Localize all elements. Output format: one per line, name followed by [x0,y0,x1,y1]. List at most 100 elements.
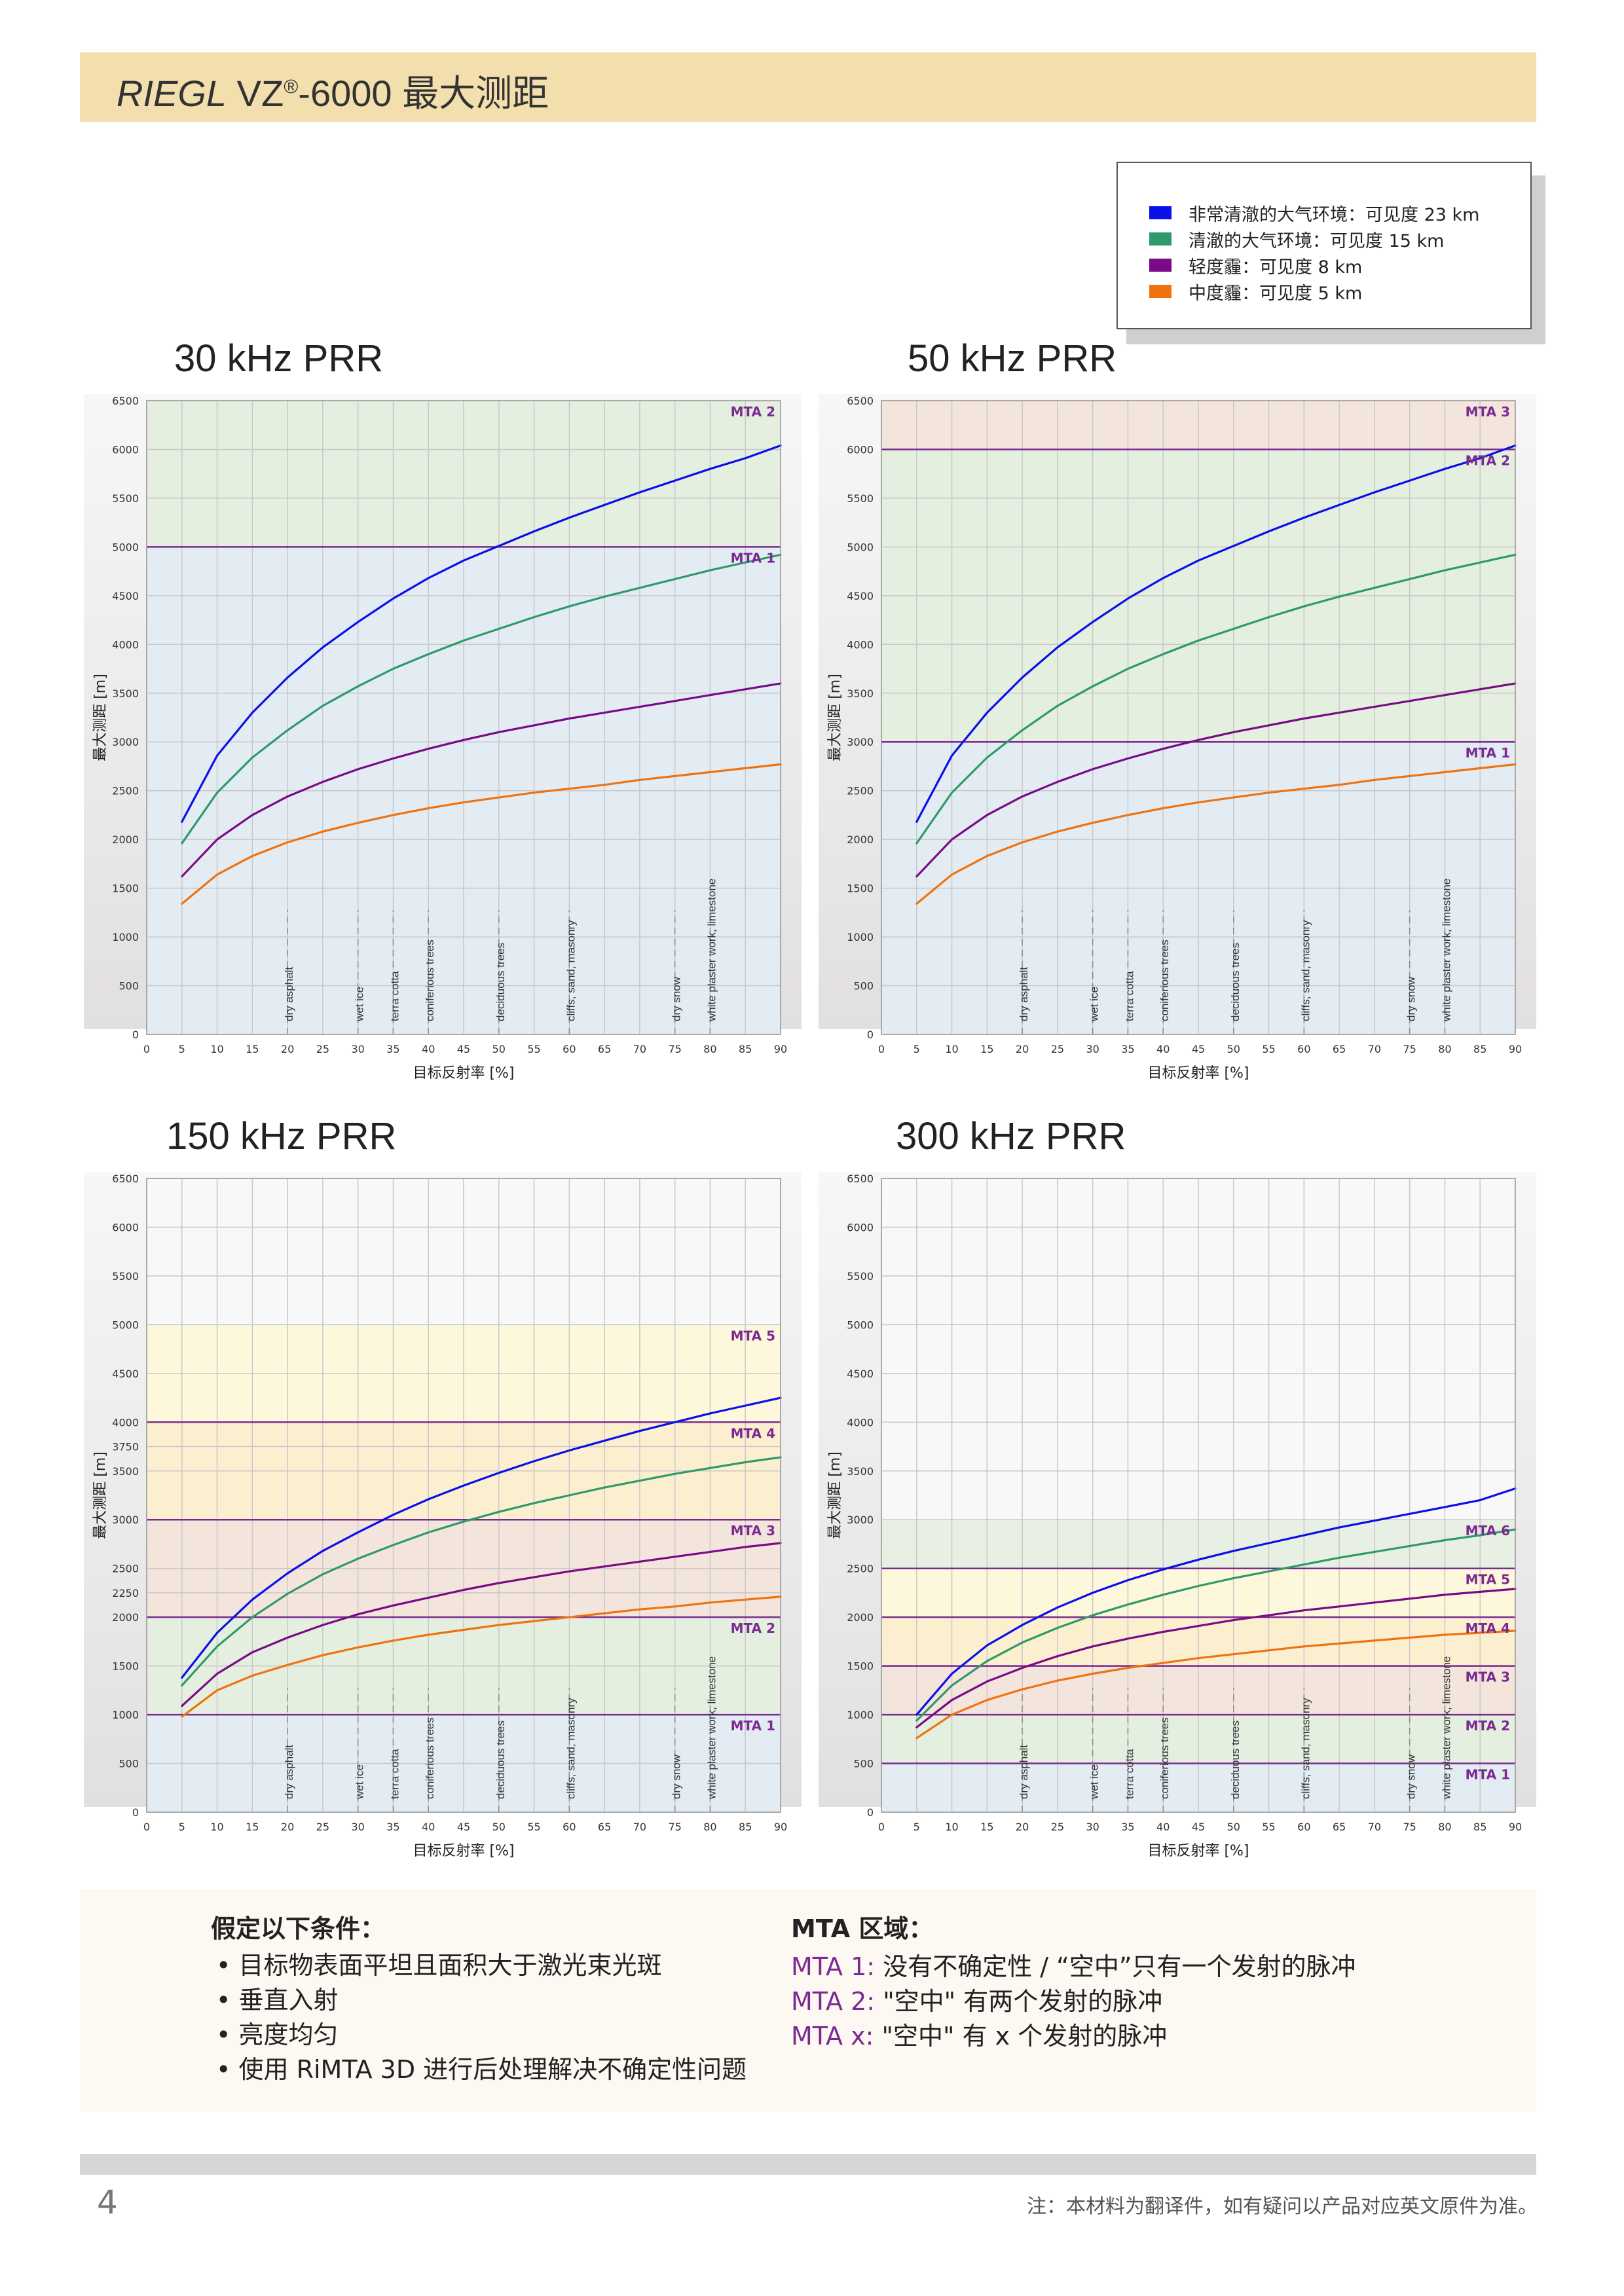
y-tick-label: 2000 [847,1611,874,1624]
legend-label: 中度霾：可见度 5 km [1189,283,1363,304]
mta-zone-label: MTA 2 [731,1620,775,1636]
y-tick-label: 0 [132,1029,139,1041]
y-tick-label: 500 [119,1758,139,1770]
legend-item: 中度霾：可见度 5 km [1149,278,1362,304]
material-label: cliffs, sand, masonry [564,920,577,1021]
mta-zone-label: MTA 1 [1466,1767,1510,1783]
x-tick-label: 90 [774,1821,787,1833]
x-tick-label: 5 [913,1043,920,1055]
x-tick-label: 40 [422,1043,435,1055]
chart-svg: dry asphalt wet ice terra cotta coniferious… [92,1173,787,1859]
legend-item: 非常清澈的大气环境：可见度 23 km [1149,200,1479,226]
legend-label: 非常清澈的大气环境：可见度 23 km [1189,204,1480,225]
material-label: white plaster work, limestone [705,1656,718,1800]
x-tick-label: 10 [945,1043,958,1055]
series-line [181,444,782,823]
series-line [181,1542,782,1707]
plot-frame [881,400,1516,1035]
material-label: deciduous trees [1229,1721,1242,1799]
y-tick-label: 3000 [112,1514,139,1526]
mta-zone-label: MTA 2 [1466,452,1510,468]
legend-swatch [1149,206,1172,219]
page-title: RIEGL VZ®-6000 最大测距 [117,64,549,117]
x-tick-label: 55 [1262,1043,1275,1055]
x-tick-label: 90 [1509,1043,1522,1055]
y-tick-label: 3000 [112,736,139,748]
y-tick-label: 6000 [112,443,139,456]
y-tick-label: 3500 [112,687,139,700]
x-tick-label: 30 [1086,1043,1099,1055]
material-label: dry snow [1405,976,1418,1021]
x-tick-label: 55 [527,1821,540,1833]
mta-text: "空中" 有 x 个发射的脉冲 [881,2022,1168,2050]
y-tick-label: 1000 [847,1709,874,1721]
y-tick-label: 4000 [847,1416,874,1429]
x-tick-label: 20 [1016,1821,1029,1833]
x-axis-label: 目标反射率 [%] [413,1065,514,1082]
material-label: deciduous trees [494,943,507,1021]
assumption-text: 使用 RiMTA 3D 进行后处理解决不确定性问题 [238,2055,747,2084]
y-tick-label: 0 [867,1806,874,1819]
page-number: 4 [97,2183,118,2221]
x-tick-label: 90 [774,1043,787,1055]
x-tick-label: 35 [1121,1043,1134,1055]
legend-item: 清澈的大气环境：可见度 15 km [1149,226,1444,252]
y-tick-label: 5500 [112,492,139,505]
mta-zone-label: MTA 3 [1466,1669,1510,1685]
y-tick-label: 5000 [847,1319,874,1331]
x-tick-label: 30 [1086,1821,1099,1833]
x-tick-label: 50 [492,1043,506,1055]
x-tick-label: 80 [703,1821,716,1833]
series-line [181,763,782,905]
y-tick-label: 6500 [112,395,139,407]
chart-panel-300khz: 300 kHz PRR dry asphalt wet ice terra cott… [816,1113,1536,1859]
x-tick-label: 50 [492,1821,506,1833]
material-label: white plaster work, limestone [705,879,718,1022]
x-tick-label: 25 [316,1821,329,1833]
plot-frame [146,400,781,1035]
series-line [181,1396,782,1679]
x-tick-label: 65 [1333,1043,1346,1055]
y-tick-label: 3500 [847,1465,874,1478]
material-label: dry snow [671,976,683,1021]
series-line [181,682,782,878]
y-axis-label: 最大测距 [m] [827,1451,843,1539]
x-tick-label: 20 [281,1821,294,1833]
x-tick-label: 70 [1368,1043,1381,1055]
x-tick-label: 70 [1368,1821,1381,1833]
chart-title: 50 kHz PRR [908,337,1117,380]
disclaimer-text: 注：本材料为翻译件，如有疑问以产品对应英文原件为准。 [1027,2195,1538,2218]
material-label: white plaster work, limestone [1440,879,1452,1022]
material-label: terra cotta [1123,971,1135,1021]
y-tick-label: 5000 [112,1319,139,1331]
legend: 非常清澈的大气环境：可见度 23 km 清澈的大气环境：可见度 15 km 轻度… [1116,162,1532,329]
material-label: terra cotta [388,971,401,1021]
y-tick-label: 3500 [847,687,874,700]
y-tick-label: 4000 [112,638,139,651]
y-tick-label: 0 [867,1029,874,1041]
x-tick-label: 80 [1438,1821,1451,1833]
material-label: coniferious trees [424,1717,436,1799]
assumption-text: 亮度均匀 [238,2020,339,2049]
x-tick-label: 20 [1016,1043,1029,1055]
x-tick-label: 85 [1473,1821,1486,1833]
y-tick-label: 1500 [847,1660,874,1673]
material-label: dry asphalt [1018,1745,1030,1799]
footer-bar [80,2154,1536,2175]
x-tick-label: 70 [633,1043,646,1055]
assumption-item: • 目标物表面平坦且面积大于激光束光斑 [216,1951,662,1980]
y-tick-label: 500 [853,1758,874,1770]
x-tick-label: 35 [386,1821,399,1833]
x-tick-label: 10 [210,1043,223,1055]
x-axis-label: 目标反射率 [%] [413,1843,514,1859]
brand-name: RIEGL [117,73,227,114]
y-tick-label: 6000 [847,1221,874,1233]
x-tick-label: 5 [179,1043,185,1055]
y-tick-label: 6000 [112,1221,139,1233]
series-line [915,1528,1517,1722]
x-tick-label: 50 [1227,1043,1240,1055]
y-tick-label: 4000 [847,638,874,651]
x-tick-label: 60 [563,1043,576,1055]
mta-key: MTA 2: [791,1987,876,2016]
material-label: wet ice [1088,987,1101,1022]
